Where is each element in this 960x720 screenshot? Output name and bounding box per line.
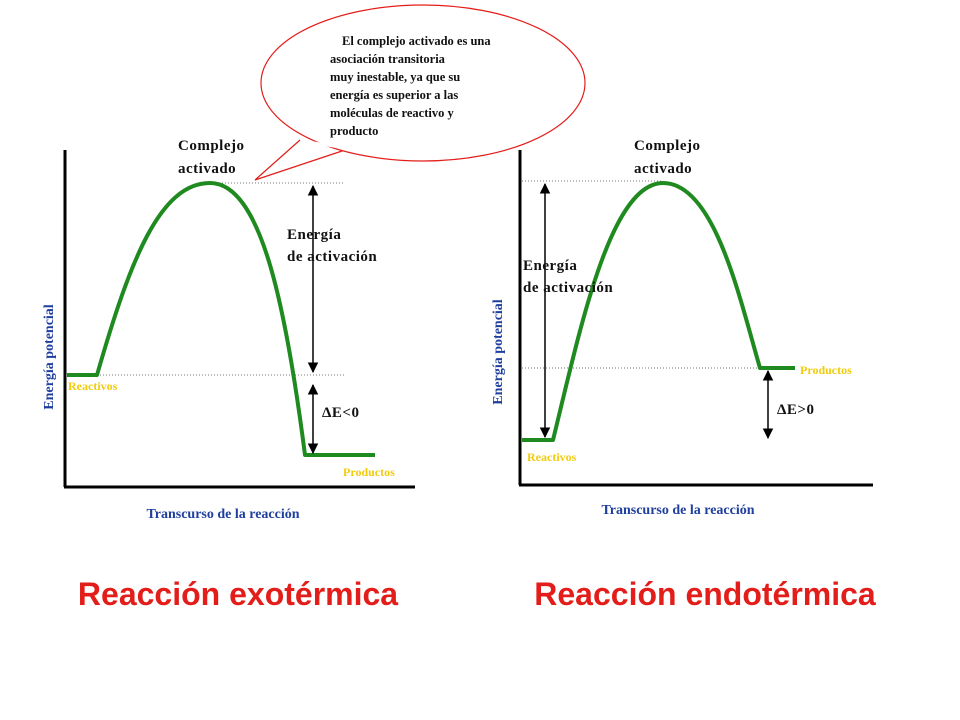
bubble-text: energía es superior a las xyxy=(330,88,458,102)
energy-curve xyxy=(522,181,795,442)
activation-label: de activación xyxy=(287,249,377,265)
y-axis-title: Energía potencial xyxy=(491,299,506,404)
complex-label: Complejo xyxy=(178,138,245,154)
complex-label: activado xyxy=(634,161,692,177)
activation-label: de activación xyxy=(523,280,613,296)
bubble-outline xyxy=(260,4,586,162)
exothermic-diagram: Complejo activado Energía de activación … xyxy=(42,138,415,612)
energy-curve xyxy=(67,181,375,457)
title: Reacción endotérmica xyxy=(534,576,876,612)
complex-label: Complejo xyxy=(634,138,701,154)
delta-label: ΔE>0 xyxy=(777,402,814,418)
title: Reacción exotérmica xyxy=(78,576,398,612)
y-axis-title: Energía potencial xyxy=(42,304,57,409)
activation-label: Energía xyxy=(523,258,577,274)
activation-label: Energía xyxy=(287,227,341,243)
bubble-text: producto xyxy=(330,124,378,138)
speech-bubble: El complejo activado es una asociación t… xyxy=(254,4,586,181)
bubble-text: muy inestable, ya que su xyxy=(330,70,460,84)
delta-label: ΔE<0 xyxy=(322,405,359,421)
bubble-text: El complejo activado es una xyxy=(342,34,491,48)
products-label: Productos xyxy=(343,465,395,479)
bubble-text: moléculas de reactivo y xyxy=(330,106,454,120)
bubble-tail xyxy=(254,139,346,181)
complex-label: activado xyxy=(178,161,236,177)
reactants-label: Reactivos xyxy=(527,450,577,464)
products-label: Productos xyxy=(800,363,852,377)
reactants-label: Reactivos xyxy=(68,379,118,393)
endothermic-diagram: Complejo activado Energía de activación … xyxy=(491,138,876,612)
x-axis-title: Transcurso de la reacción xyxy=(146,507,299,522)
bubble-join xyxy=(300,139,341,149)
x-axis-title: Transcurso de la reacción xyxy=(601,503,754,518)
bubble-text: asociación transitoria xyxy=(330,52,446,66)
